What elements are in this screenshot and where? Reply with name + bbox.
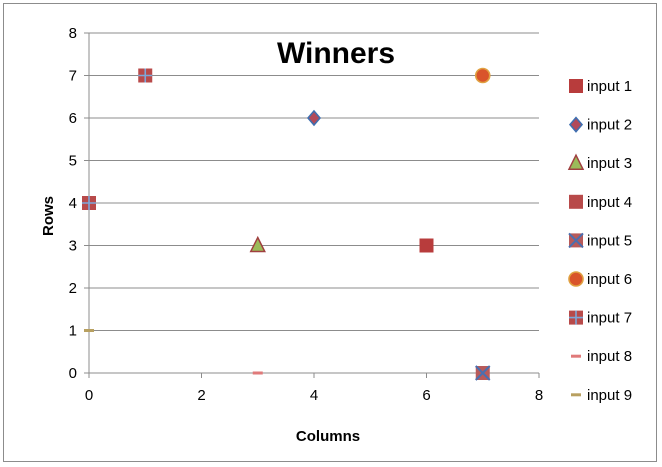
- legend-label: input 8: [587, 348, 632, 365]
- marker-circle: [474, 67, 491, 84]
- marker-triangle: [567, 153, 585, 170]
- y-tick-label: 1: [69, 323, 77, 340]
- legend-item: input 5: [568, 232, 632, 249]
- marker-triangle: [249, 235, 266, 253]
- marker-x: [568, 232, 584, 249]
- legend-item: input 8: [571, 348, 632, 365]
- marker-layer: [82, 67, 491, 381]
- legend-marker: [567, 153, 585, 170]
- data-point-1-1: [419, 238, 434, 253]
- y-axis-title: Rows: [40, 196, 57, 236]
- legend-item: input 7: [569, 310, 632, 327]
- legend-item: input 3: [567, 153, 632, 172]
- axis-layer: 0 1 2 3 4 5 6 7 8 0 2 4 6 8: [69, 25, 544, 404]
- marker-plus: [138, 68, 153, 83]
- legend-label: input 4: [587, 194, 632, 211]
- data-point-7-2: [82, 196, 96, 210]
- legend-marker: [569, 194, 583, 209]
- legend-item: input 4: [569, 194, 632, 211]
- data-point-2-1: [306, 109, 322, 127]
- legend-marker: [571, 393, 581, 397]
- legend-item: input 9: [571, 387, 632, 404]
- legend-item: input 6: [568, 271, 632, 288]
- marker-circle: [568, 271, 584, 287]
- x-tick-label: 0: [85, 387, 93, 404]
- legend-item: input 1: [569, 78, 632, 95]
- data-point-9-1: [84, 329, 94, 332]
- y-tick-label: 4: [69, 195, 77, 212]
- legend-marker: [569, 310, 583, 325]
- y-tick-label: 2: [69, 280, 77, 297]
- legend-label: input 3: [587, 155, 632, 172]
- marker-plus: [569, 310, 583, 325]
- legend: input 1 input 2 input 3 input 4 input 5 input…: [567, 78, 632, 404]
- legend-label: input 6: [587, 271, 632, 288]
- marker-diamond: [568, 116, 584, 133]
- x-tick-label: 2: [197, 387, 205, 404]
- marker-plus: [82, 196, 96, 210]
- scatter-chart: 0 1 2 3 4 5 6 7 8 0 2 4 6 8 Winners Columns Rows inpu…: [40, 25, 632, 445]
- marker-square: [569, 194, 583, 209]
- x-tick-label: 8: [535, 387, 543, 404]
- chart-title: Winners: [277, 37, 395, 70]
- data-point-5-1: [475, 365, 491, 381]
- legend-label: input 7: [587, 310, 632, 327]
- legend-label: input 5: [587, 232, 632, 249]
- legend-label: input 9: [587, 387, 632, 404]
- marker-dash: [252, 371, 263, 375]
- y-tick-label: 3: [69, 238, 77, 255]
- y-tick-label: 7: [69, 68, 77, 85]
- marker-x: [475, 365, 491, 381]
- data-point-3-1: [249, 235, 266, 253]
- legend-marker: [571, 354, 581, 358]
- legend-label: input 2: [587, 117, 632, 134]
- legend-marker: [569, 79, 583, 93]
- legend-marker: [568, 232, 584, 249]
- y-tick-label: 6: [69, 110, 77, 127]
- y-tick-label: 5: [69, 153, 77, 170]
- x-axis-title: Columns: [296, 428, 360, 445]
- data-point-8-1: [252, 371, 263, 375]
- data-point-6-1: [474, 67, 491, 84]
- legend-marker: [568, 116, 584, 133]
- legend-item: input 2: [568, 116, 632, 134]
- marker-square: [569, 79, 583, 93]
- y-tick-label: 8: [69, 25, 77, 42]
- marker-diamond: [306, 109, 322, 127]
- x-tick-label: 4: [310, 387, 318, 404]
- legend-marker: [568, 271, 584, 287]
- marker-dash: [571, 354, 581, 358]
- marker-square: [419, 238, 434, 253]
- y-tick-label: 0: [69, 365, 77, 382]
- x-tick-label: 6: [422, 387, 430, 404]
- grid-layer: [89, 32, 539, 331]
- legend-label: input 1: [587, 78, 632, 95]
- marker-dash: [84, 329, 94, 332]
- data-point-7-1: [138, 68, 153, 83]
- marker-dash: [571, 393, 581, 397]
- chart-frame: 0 1 2 3 4 5 6 7 8 0 2 4 6 8 Winners Columns Rows inpu…: [3, 3, 657, 462]
